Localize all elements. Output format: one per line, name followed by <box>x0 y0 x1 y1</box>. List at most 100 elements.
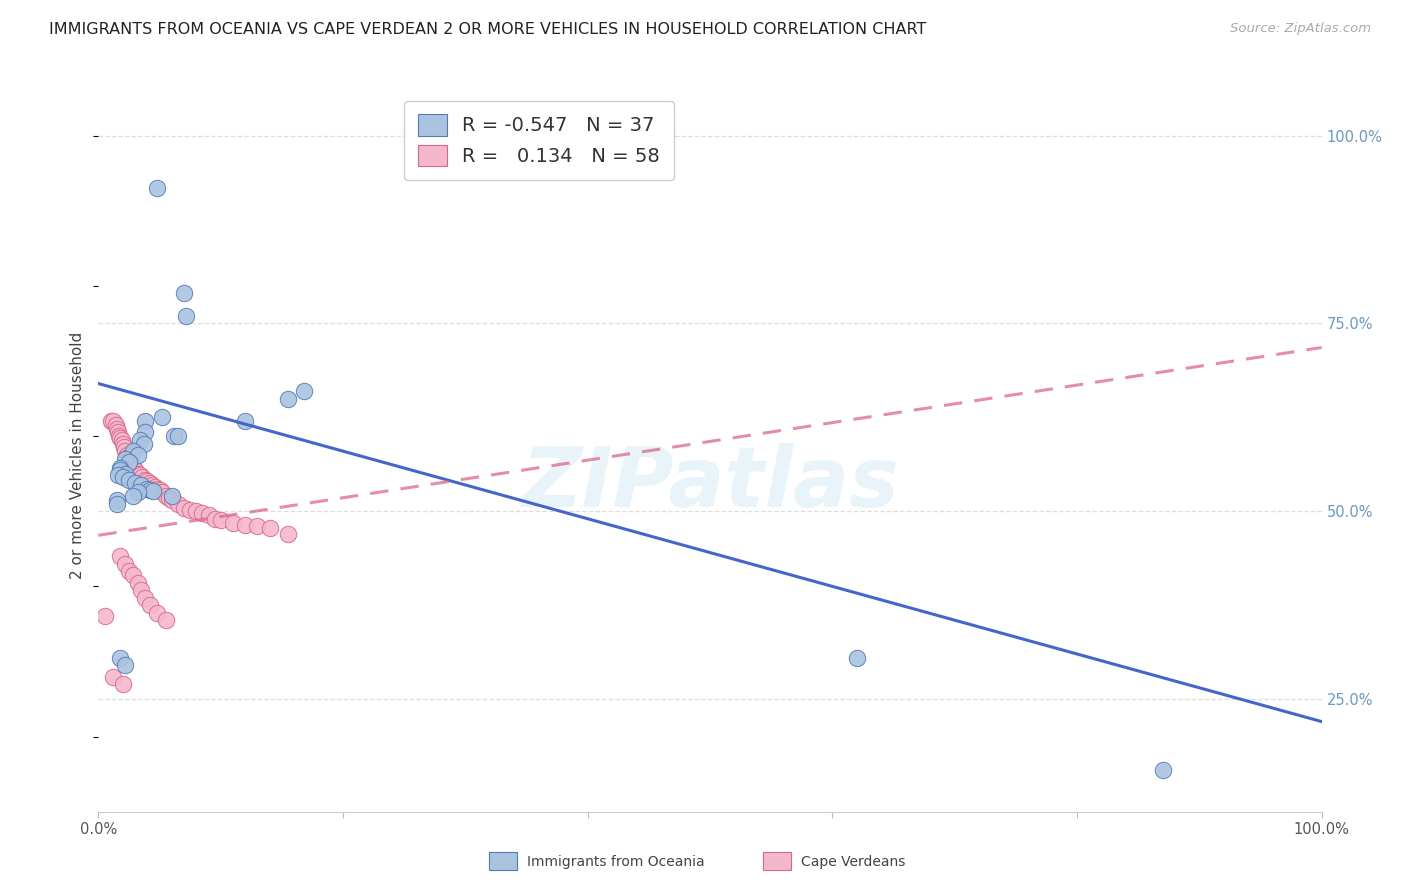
Point <box>173 500 195 515</box>
Point <box>100 414 122 428</box>
Point <box>114 451 136 466</box>
Point <box>114 444 136 458</box>
Point <box>191 506 214 520</box>
Point <box>141 478 163 492</box>
Point <box>124 475 146 490</box>
Point <box>277 392 299 406</box>
Point <box>118 451 141 466</box>
Point <box>186 504 208 518</box>
Point <box>176 309 198 323</box>
Point <box>146 181 169 195</box>
Bar <box>762 853 790 871</box>
Point <box>118 473 141 487</box>
Text: ZIPatlas: ZIPatlas <box>522 443 898 524</box>
Point <box>139 483 162 498</box>
Point <box>105 493 128 508</box>
Point <box>246 519 269 533</box>
Point <box>845 650 868 665</box>
Point <box>132 436 155 450</box>
Point <box>121 489 143 503</box>
Point <box>143 480 166 494</box>
Point <box>136 474 159 488</box>
Point <box>115 448 138 462</box>
Point <box>124 463 146 477</box>
Point <box>110 463 132 477</box>
Point <box>101 414 124 428</box>
Point <box>110 431 132 445</box>
Point <box>129 468 152 483</box>
Point <box>233 414 256 428</box>
Point <box>222 516 245 530</box>
Point <box>173 286 195 301</box>
Point <box>114 557 136 571</box>
Point <box>179 502 201 516</box>
Point <box>110 460 132 475</box>
Point <box>1152 764 1174 778</box>
Point <box>139 475 162 490</box>
Text: Cape Verdeans: Cape Verdeans <box>801 855 905 869</box>
Point <box>134 591 156 605</box>
Point <box>127 467 149 481</box>
Point <box>129 478 152 492</box>
Point <box>105 497 128 511</box>
Point <box>111 433 134 447</box>
Point <box>146 482 169 496</box>
Point <box>120 453 142 467</box>
Text: Source: ZipAtlas.com: Source: ZipAtlas.com <box>1230 22 1371 36</box>
Point <box>105 422 128 436</box>
Point <box>111 436 134 450</box>
Point <box>107 468 129 483</box>
Point <box>108 429 131 443</box>
Point <box>127 485 149 500</box>
Point <box>127 448 149 462</box>
Text: Immigrants from Oceania: Immigrants from Oceania <box>527 855 704 869</box>
Point <box>93 609 115 624</box>
Point <box>139 598 162 612</box>
Point <box>209 513 232 527</box>
Point <box>146 606 169 620</box>
Point <box>277 526 299 541</box>
Bar <box>489 853 517 871</box>
Point <box>117 450 139 465</box>
Point <box>120 455 142 469</box>
Point <box>118 455 141 469</box>
Point <box>134 473 156 487</box>
Point <box>121 459 143 474</box>
Point <box>129 583 152 598</box>
Point <box>292 384 315 398</box>
Text: IMMIGRANTS FROM OCEANIA VS CAPE VERDEAN 2 OR MORE VEHICLES IN HOUSEHOLD CORRELAT: IMMIGRANTS FROM OCEANIA VS CAPE VERDEAN … <box>49 22 927 37</box>
Point <box>111 677 134 691</box>
Point <box>134 425 156 440</box>
Point <box>150 485 173 500</box>
Point <box>204 512 226 526</box>
Point <box>259 521 281 535</box>
Point <box>150 410 173 425</box>
Point <box>136 482 159 496</box>
Point <box>121 444 143 458</box>
Point <box>134 414 156 428</box>
Point <box>142 483 165 498</box>
Point <box>167 497 190 511</box>
Point <box>160 489 183 503</box>
Point <box>110 650 132 665</box>
Point <box>114 467 136 481</box>
Point <box>131 470 153 484</box>
Legend: R = -0.547   N = 37, R =   0.134   N = 58: R = -0.547 N = 37, R = 0.134 N = 58 <box>404 101 673 180</box>
Y-axis label: 2 or more Vehicles in Household: 2 or more Vehicles in Household <box>70 331 86 579</box>
Point <box>114 658 136 673</box>
Point <box>155 613 177 627</box>
Point <box>197 508 219 522</box>
Point <box>118 565 141 579</box>
Point <box>167 429 190 443</box>
Point <box>149 483 172 498</box>
Point <box>233 517 256 532</box>
Point <box>101 669 124 683</box>
Point <box>155 489 177 503</box>
Point <box>112 441 135 455</box>
Point <box>129 433 152 447</box>
Point <box>160 493 183 508</box>
Point <box>121 568 143 582</box>
Point <box>110 549 132 564</box>
Point <box>104 417 127 432</box>
Point <box>163 429 186 443</box>
